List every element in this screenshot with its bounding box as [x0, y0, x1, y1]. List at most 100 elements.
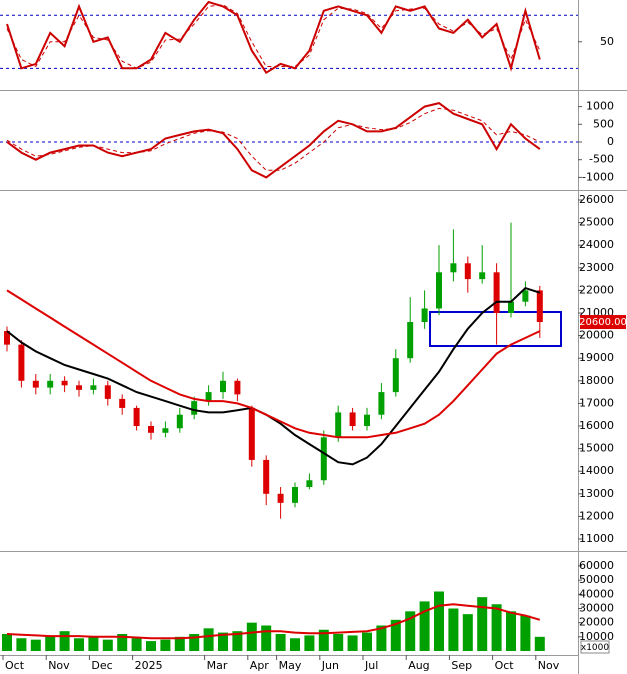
candle-body [292, 487, 298, 503]
volume-bar [160, 639, 171, 651]
x-tick-label: Nov [538, 659, 560, 672]
candle-body [464, 263, 471, 280]
candle-body [205, 392, 212, 402]
y-tick-label: 19000 [579, 351, 614, 364]
last-price-label: 20600.00 [579, 317, 627, 328]
y-tick-label: 16000 [579, 419, 614, 432]
volume-bar [362, 632, 372, 651]
candle-body [32, 380, 39, 388]
candle-body [450, 263, 457, 273]
volume-bar [218, 632, 228, 651]
candle-body [220, 380, 226, 393]
y-tick-label: 40000 [579, 587, 614, 600]
series-line [6, 102, 541, 179]
volume-bar [59, 631, 70, 651]
y-tick-label: 14000 [579, 464, 614, 477]
y-tick-label: 50 [600, 35, 614, 48]
volume-bar [146, 641, 156, 651]
x-tick-label: Sep [451, 659, 472, 672]
candle-body [148, 426, 154, 433]
y-tick-label: 22000 [579, 283, 614, 296]
volume-bar [448, 608, 459, 651]
y-tick-label: 50000 [579, 573, 614, 586]
series-line [6, 603, 541, 640]
volume-bar [405, 611, 416, 651]
x-tick-label: Oct [495, 659, 515, 672]
candle-body [364, 414, 370, 427]
candle-body [191, 401, 198, 415]
y-tick-label: 18000 [579, 374, 614, 387]
volume-bar [203, 628, 214, 651]
y-tick-label: 60000 [579, 559, 614, 572]
candle-body [18, 344, 25, 381]
candle-body [392, 358, 399, 393]
series-line [6, 289, 541, 439]
volume-bar [347, 635, 358, 651]
x-tick-label: Jul [364, 659, 378, 672]
x-tick-label: Mar [207, 659, 228, 672]
candle-body [306, 480, 313, 488]
series-line [6, 4, 541, 69]
volume-bar [232, 631, 243, 651]
x-tick-label: 2025 [135, 659, 163, 672]
y-tick-label: 23000 [579, 261, 614, 274]
volume-bar [45, 635, 56, 651]
volume-bar [419, 601, 430, 651]
y-tick-label: -500 [589, 153, 614, 166]
candle-body [162, 428, 169, 433]
volume-bar [477, 597, 488, 651]
volume-bar [534, 636, 545, 651]
candle-body [119, 398, 126, 408]
x-tick-label: Apr [250, 659, 270, 672]
y-tick-label: 10000 [579, 630, 614, 643]
candle-body [133, 407, 140, 427]
y-tick-label: 11000 [579, 532, 614, 545]
volume-bar [275, 633, 286, 651]
volume-bar [462, 614, 473, 651]
volume-bar [88, 636, 99, 651]
candle-body [4, 331, 10, 345]
volume-bar [246, 622, 257, 651]
candle-body [176, 414, 183, 429]
volume-bar [2, 633, 12, 651]
candle-body [248, 407, 255, 460]
candle-body [47, 380, 54, 388]
x-tick-label: May [279, 659, 302, 672]
candle-body [335, 412, 342, 438]
candle-body [61, 380, 68, 386]
candle-body [493, 272, 500, 313]
y-tick-label: 26000 [579, 193, 614, 206]
volume-bar [520, 615, 531, 651]
candle-body [234, 380, 241, 395]
x-tick-label: Oct [5, 659, 25, 672]
candle-body [522, 290, 529, 302]
y-tick-label: 13000 [579, 487, 614, 500]
candle-body [421, 308, 428, 323]
x-tick-label: Dec [91, 659, 112, 672]
candle-body [479, 272, 486, 280]
candle-body [349, 412, 356, 427]
volume-bar [102, 639, 113, 651]
volume-bar [434, 591, 444, 651]
volume-bar [74, 638, 84, 651]
volume-bar [261, 625, 272, 651]
candle-body [76, 385, 82, 390]
volume-bar [506, 611, 516, 651]
candle-body [90, 385, 97, 390]
candle-body [320, 437, 327, 481]
candle-body [508, 301, 514, 313]
candle-body [407, 322, 414, 359]
volume-bar [174, 636, 185, 651]
x-tick-label: Nov [48, 659, 70, 672]
series-line [6, 107, 541, 171]
volume-bar [189, 633, 200, 651]
candle-body [436, 272, 442, 309]
y-tick-label: 1000 [586, 100, 614, 113]
candle-body [263, 459, 270, 494]
volume-bar [390, 619, 401, 651]
volume-bar [304, 635, 315, 651]
y-tick-label: 30000 [579, 601, 614, 614]
volume-bar [131, 638, 142, 651]
